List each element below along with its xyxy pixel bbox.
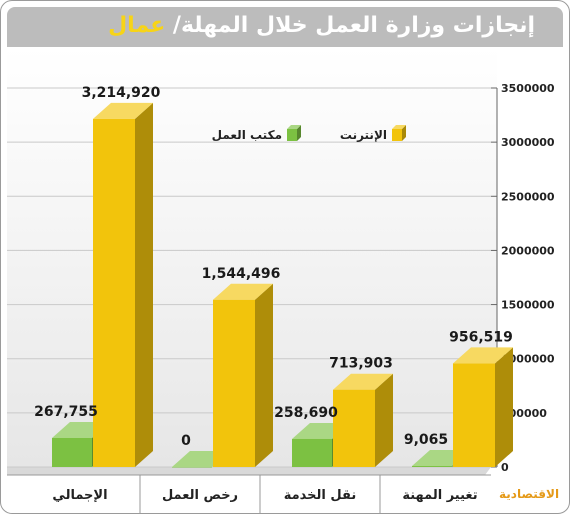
category-label: رخص العمل xyxy=(162,488,238,503)
y-tick-label: 2000000 xyxy=(501,244,555,257)
category-band xyxy=(7,475,491,513)
data-label-internet: 956,519 xyxy=(449,329,513,345)
y-tick-label: 1000000 xyxy=(501,353,555,366)
bar-internet-front xyxy=(453,363,495,467)
y-tick-label: 2500000 xyxy=(501,190,555,203)
legend-label-internet: الإنترنت xyxy=(340,128,387,142)
data-label-office: 267,755 xyxy=(34,404,98,420)
bar-internet xyxy=(93,102,153,468)
legend-swatch-office-top xyxy=(287,125,301,129)
bar-internet-side xyxy=(135,102,153,468)
bar-internet-top xyxy=(453,347,513,364)
data-label-office: 258,690 xyxy=(274,405,338,421)
bar-internet-front xyxy=(93,118,135,468)
floor xyxy=(7,467,491,475)
chart-title-accent: عمال xyxy=(108,13,166,38)
legend-swatch-internet xyxy=(392,125,406,141)
legend-swatch-internet-front xyxy=(392,129,402,141)
bar-internet-top xyxy=(213,283,273,300)
y-tick-label: 3500000 xyxy=(501,82,555,95)
data-label-office: 0 xyxy=(181,433,191,449)
data-label-internet: 713,903 xyxy=(329,356,393,372)
y-tick-label: 3000000 xyxy=(501,136,555,149)
bar-office-front xyxy=(52,438,92,467)
y-tick-label: 0 xyxy=(501,461,509,474)
bar-internet xyxy=(453,347,513,467)
title-bar: إنجازات وزارة العمل خلال المهلة/ عمال xyxy=(7,7,563,47)
newspaper-logo: الاقتصادية xyxy=(499,487,560,501)
category-label: نقل الخدمة xyxy=(284,488,357,503)
bar-internet xyxy=(213,283,273,467)
legend-swatch-office-side xyxy=(297,125,301,141)
data-label-office: 9,065 xyxy=(404,432,448,448)
bar-internet-front xyxy=(333,389,375,467)
chart-title: إنجازات وزارة العمل خلال المهلة/ عمال xyxy=(108,13,535,38)
bar-internet-side xyxy=(255,283,273,467)
data-label-internet: 1,544,496 xyxy=(202,266,281,282)
legend-swatch-office-front xyxy=(287,129,297,141)
legend-swatch-internet-top xyxy=(392,125,406,129)
bar-internet-side xyxy=(375,373,393,467)
bar-internet-front xyxy=(213,299,255,467)
category-label: الإجمالي xyxy=(52,488,107,503)
bar-internet xyxy=(333,373,393,467)
y-tick-label: 1500000 xyxy=(501,299,555,312)
bar-internet-side xyxy=(495,347,513,467)
category-label: تغيير المهنة xyxy=(402,488,477,503)
data-label-internet: 3,214,920 xyxy=(82,85,161,101)
bar-office-front xyxy=(172,467,212,468)
chart-title-main: إنجازات وزارة العمل خلال المهلة/ xyxy=(172,13,535,38)
bar-internet-top xyxy=(333,373,393,390)
bar-internet-top xyxy=(93,102,153,119)
legend-label-office: مكتب العمل xyxy=(212,128,282,142)
legend-swatch-internet-side xyxy=(402,125,406,141)
bar-office-front xyxy=(412,466,452,467)
bar-office-front xyxy=(292,438,332,467)
legend-swatch-office xyxy=(287,125,301,141)
